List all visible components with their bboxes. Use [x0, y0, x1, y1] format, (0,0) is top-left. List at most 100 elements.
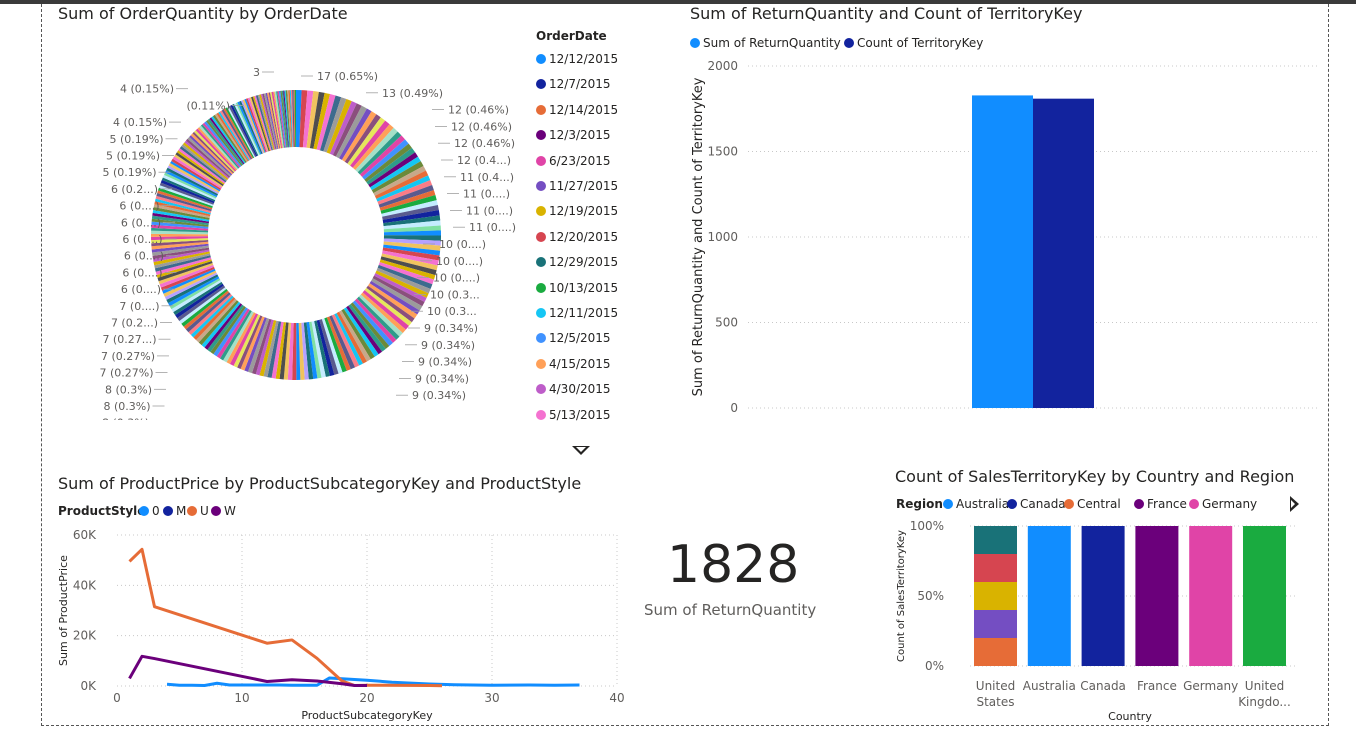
donut-slice — [219, 110, 251, 161]
donut-slice — [223, 108, 254, 159]
legend-next-icon-inner — [1291, 500, 1295, 508]
donut-slice — [267, 321, 282, 378]
stacked-legend-item[interactable]: Germany — [1189, 497, 1257, 511]
donut-slice — [223, 311, 254, 363]
donut-legend-item[interactable]: 4/30/2015 — [536, 382, 611, 396]
line-legend-item[interactable]: M — [163, 504, 186, 518]
donut-legend-item[interactable]: 12/11/2015 — [536, 306, 618, 320]
donut-data-label: 5 (0.19%) — [102, 166, 156, 179]
donut-slice — [228, 105, 257, 158]
stacked-legend-item[interactable]: Canada — [1007, 497, 1066, 511]
donut-slice — [170, 160, 221, 192]
stacked-y-tick: 0% — [925, 659, 944, 673]
donut-legend-item[interactable]: 12/3/2015 — [536, 128, 611, 142]
donut-data-label: 10 (0....) — [436, 255, 483, 268]
donut-legend-item[interactable]: 12/14/2015 — [536, 103, 618, 117]
line-series-path — [128, 654, 367, 687]
donut-slice — [316, 319, 335, 376]
donut-slice — [283, 322, 292, 380]
donut-legend-item[interactable]: 12/29/2015 — [536, 255, 618, 269]
donut-slice — [154, 198, 211, 215]
stacked-legend-item[interactable]: France — [1134, 497, 1187, 511]
stacked-x-tick: United States — [976, 679, 1015, 709]
legend-dot-icon — [844, 38, 854, 48]
donut-slice — [151, 218, 209, 227]
donut-slice — [383, 220, 441, 230]
donut-slice — [362, 290, 409, 330]
donut-slice — [232, 103, 259, 156]
donut-data-label: 12 (0.46%) — [454, 137, 515, 150]
donut-slice — [289, 90, 293, 148]
line-legend-item[interactable]: W — [211, 504, 236, 518]
donut-slice — [376, 267, 431, 294]
donut-slice — [167, 165, 219, 195]
donut-slice — [153, 251, 210, 266]
donut-slice — [185, 292, 231, 333]
donut-legend-item[interactable]: 5/13/2015 — [536, 408, 611, 422]
donut-legend-item[interactable]: 6/23/2015 — [536, 154, 611, 168]
stacked-legend-item[interactable]: Australia — [943, 497, 1009, 511]
bar-legend-item[interactable]: Count of TerritoryKey — [844, 36, 983, 50]
donut-slice — [316, 94, 336, 151]
donut-slice — [352, 124, 394, 170]
line-legend-item[interactable]: 0 — [139, 504, 160, 518]
donut-slice — [311, 321, 326, 378]
line-chart[interactable]: 0K 20K 40K 60K 0 10 20 30 40 ProductSubcategoryKe… — [50, 520, 640, 725]
donut-legend-item[interactable]: 12/5/2015 — [536, 331, 611, 345]
donut-legend: OrderDate 12/12/2015 12/7/2015 12/14/2015 1… — [536, 29, 636, 429]
line-x-axis-label: ProductSubcategoryKey — [301, 709, 433, 722]
stacked-x-tick: Canada — [1080, 679, 1126, 693]
donut-legend-label: 12/29/2015 — [549, 255, 619, 270]
bar-legend-label: Count of TerritoryKey — [857, 36, 984, 50]
donut-legend-item[interactable]: 4/15/2015 — [536, 357, 611, 371]
line-legend-item[interactable]: U — [187, 504, 209, 518]
stacked-legend-item[interactable]: Central — [1064, 497, 1121, 511]
donut-legend-item[interactable]: 12/7/2015 — [536, 77, 611, 91]
donut-chart[interactable]: 17 (0.65%) 13 (0.49%) 12 (0.46%) 12 (0.46%)… — [40, 60, 530, 420]
donut-legend-item[interactable]: 12/19/2015 — [536, 204, 618, 218]
donut-slice — [153, 249, 210, 263]
donut-data-label: 8 (0.3%) — [103, 400, 150, 413]
donut-slice — [166, 167, 219, 196]
donut-slice — [276, 91, 285, 148]
donut-slice — [314, 320, 330, 377]
legend-dot-icon — [536, 181, 546, 191]
donut-slice — [155, 195, 212, 213]
bar-legend-item[interactable]: Sum of ReturnQuantity — [690, 36, 841, 50]
donut-slice — [366, 285, 415, 323]
donut-slice — [154, 253, 211, 269]
donut-slice — [209, 117, 245, 165]
donut-slice — [270, 92, 282, 149]
donut-legend-item[interactable]: 10/13/2015 — [536, 281, 618, 295]
donut-slice — [263, 93, 278, 150]
donut-legend-item[interactable]: 12/12/2015 — [536, 52, 618, 66]
stacked-segment — [1081, 526, 1125, 666]
stacked-segment — [1027, 526, 1071, 666]
bar-legend: Sum of ReturnQuantity Count of TerritoryK… — [690, 36, 1090, 52]
legend-dot-icon — [1007, 499, 1017, 509]
bar-column — [972, 95, 1033, 409]
donut-slice — [168, 276, 220, 307]
donut-slice — [152, 212, 210, 224]
donut-slice — [326, 99, 352, 154]
donut-slice — [245, 98, 267, 153]
donut-slice — [212, 114, 247, 163]
donut-data-label: 3 — [253, 66, 260, 79]
donut-legend-label: 12/20/2015 — [549, 229, 619, 244]
donut-slice — [198, 300, 239, 346]
donut-slice — [255, 95, 273, 151]
report-canvas — [41, 4, 1329, 726]
stacked-y-axis-label: Count of SalesTerritoryKey — [896, 530, 907, 662]
donut-slice — [190, 133, 234, 175]
stacked-chart[interactable]: 0% 50% 100%Count of SalesTerritoryKey Unite… — [890, 515, 1330, 725]
donut-slice — [160, 266, 215, 291]
donut-slice — [214, 113, 248, 163]
donut-slice — [151, 241, 209, 250]
donut-legend-item[interactable]: 12/20/2015 — [536, 230, 618, 244]
donut-slice — [271, 321, 284, 379]
donut-slice — [373, 165, 426, 196]
donut-data-label: 9 (0.34%) — [415, 372, 469, 385]
donut-legend-item[interactable]: 11/27/2015 — [536, 179, 618, 193]
bar-legend-label: Sum of ReturnQuantity — [703, 36, 841, 50]
